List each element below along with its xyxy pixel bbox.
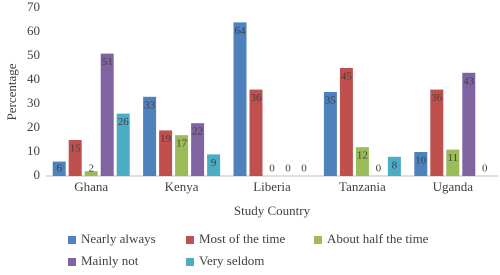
x-tick-label: Tanzania — [339, 179, 386, 194]
legend-label: About half the time — [327, 231, 429, 246]
y-tick-label: 70 — [27, 0, 40, 14]
bar — [233, 22, 247, 177]
value-label: 26 — [118, 116, 130, 128]
bar — [462, 72, 476, 176]
value-label: 45 — [341, 71, 353, 83]
bar — [191, 123, 205, 176]
x-axis-label: Study Country — [234, 203, 311, 218]
legend-swatch — [68, 236, 76, 244]
value-label: 11 — [448, 152, 459, 164]
bar — [323, 92, 337, 176]
legend-label: Very seldom — [199, 253, 264, 268]
value-label: 12 — [357, 150, 368, 162]
value-label: 15 — [70, 143, 82, 155]
legend-label: Mainly not — [81, 253, 139, 268]
bar — [339, 68, 353, 176]
value-label: 51 — [102, 56, 113, 68]
value-label: 6 — [56, 163, 62, 175]
y-tick-label: 30 — [27, 95, 40, 110]
y-axis-label: Percentage — [4, 63, 19, 120]
value-label: 64 — [235, 25, 247, 37]
bar — [52, 161, 66, 176]
y-tick-label: 40 — [27, 71, 40, 86]
legend-swatch — [68, 258, 76, 266]
x-tick-label: Liberia — [253, 179, 291, 194]
value-label: 43 — [463, 75, 475, 87]
value-label: 0 — [482, 163, 488, 175]
value-label: 9 — [211, 157, 217, 169]
legend-swatch — [186, 236, 194, 244]
bar — [116, 113, 130, 176]
legend-label: Nearly always — [81, 231, 156, 246]
value-label: 0 — [301, 163, 307, 175]
x-tick-label: Uganda — [433, 179, 474, 194]
y-tick-label: 60 — [27, 23, 40, 38]
value-label: 0 — [285, 163, 291, 175]
y-tick-label: 50 — [27, 47, 40, 62]
value-label: 8 — [392, 159, 398, 171]
y-tick-label: 10 — [27, 143, 40, 158]
value-label: 17 — [176, 138, 188, 150]
bar — [159, 130, 173, 176]
value-label: 2 — [88, 163, 94, 175]
legend-swatch — [314, 236, 322, 244]
value-label: 35 — [325, 95, 337, 107]
bar — [355, 147, 369, 176]
bar — [414, 152, 428, 176]
y-tick-label: 20 — [27, 119, 40, 134]
value-label: 0 — [376, 163, 382, 175]
value-label: 10 — [415, 155, 427, 167]
legend-label: Most of the time — [199, 231, 286, 246]
value-label: 36 — [251, 92, 263, 104]
bar — [68, 140, 82, 176]
x-tick-label: Kenya — [165, 179, 199, 194]
value-label: 22 — [192, 126, 203, 138]
bar — [84, 171, 98, 176]
bar — [446, 149, 460, 176]
bar — [143, 96, 157, 176]
bar — [207, 154, 221, 176]
bar — [100, 53, 114, 176]
value-label: 36 — [431, 92, 443, 104]
legend-swatch — [186, 258, 194, 266]
y-tick-label: 0 — [34, 167, 41, 182]
x-tick-label: Ghana — [74, 179, 108, 194]
value-label: 19 — [160, 133, 172, 145]
bar — [175, 135, 189, 176]
value-label: 0 — [269, 163, 275, 175]
bar — [430, 89, 444, 176]
bar — [387, 156, 401, 176]
bar — [249, 89, 263, 176]
value-label: 33 — [144, 99, 156, 111]
